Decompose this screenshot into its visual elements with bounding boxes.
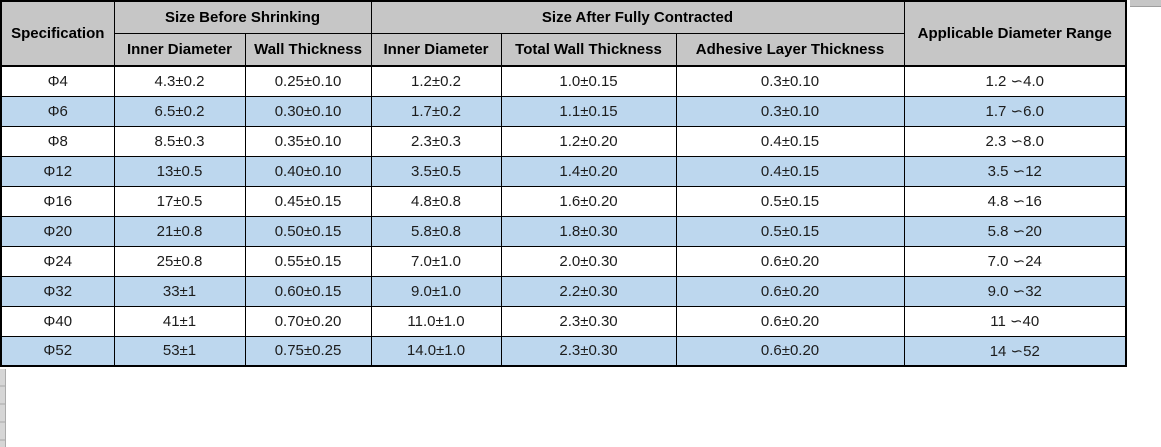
table-cell[interactable]: 1.2±0.20 — [500, 125, 677, 157]
table-cell[interactable]: 1.7±0.2 — [370, 95, 502, 127]
table-cell[interactable]: 5.8 ∽20 — [903, 215, 1127, 247]
table-row: Φ52 53±1 0.75±0.25 14.0±1.0 2.3±0.30 0.6… — [0, 335, 1127, 367]
header-inner-diameter-after[interactable]: Inner Diameter — [370, 32, 502, 67]
table-cell[interactable]: 21±0.8 — [113, 215, 246, 247]
table-cell[interactable]: 1.2±0.2 — [370, 65, 502, 97]
table-cell[interactable]: 17±0.5 — [113, 185, 246, 217]
spec-cell[interactable]: Φ6 — [0, 95, 115, 127]
table-cell[interactable]: 0.60±0.15 — [244, 275, 372, 307]
sheet-edge-strip-top-right — [1130, 0, 1161, 7]
spec-cell[interactable]: Φ52 — [0, 335, 115, 367]
table-cell[interactable]: 4.8 ∽16 — [903, 185, 1127, 217]
table-cell[interactable]: 0.6±0.20 — [675, 275, 905, 307]
table-cell[interactable]: 1.7 ∽6.0 — [903, 95, 1127, 127]
table-cell[interactable]: 0.30±0.10 — [244, 95, 372, 127]
table-cell[interactable]: 11.0±1.0 — [370, 305, 502, 337]
table-cell[interactable]: 6.5±0.2 — [113, 95, 246, 127]
table-cell[interactable]: 2.2±0.30 — [500, 275, 677, 307]
table-row: Φ32 33±1 0.60±0.15 9.0±1.0 2.2±0.30 0.6±… — [0, 275, 1127, 307]
spec-cell[interactable]: Φ16 — [0, 185, 115, 217]
table-cell[interactable]: 4.8±0.8 — [370, 185, 502, 217]
table-cell[interactable]: 3.5 ∽12 — [903, 155, 1127, 187]
table-cell[interactable]: 0.35±0.10 — [244, 125, 372, 157]
table-cell[interactable]: 2.0±0.30 — [500, 245, 677, 277]
table-row: Φ16 17±0.5 0.45±0.15 4.8±0.8 1.6±0.20 0.… — [0, 185, 1127, 217]
table-cell[interactable]: 14.0±1.0 — [370, 335, 502, 367]
header-applicable-diameter-range[interactable]: Applicable Diameter Range — [903, 0, 1127, 67]
header-inner-diameter-before[interactable]: Inner Diameter — [113, 32, 246, 67]
table-cell[interactable]: 1.0±0.15 — [500, 65, 677, 97]
table-cell[interactable]: 13±0.5 — [113, 155, 246, 187]
table-cell[interactable]: 5.8±0.8 — [370, 215, 502, 247]
table-cell[interactable]: 1.6±0.20 — [500, 185, 677, 217]
spec-cell[interactable]: Φ40 — [0, 305, 115, 337]
table-cell[interactable]: 41±1 — [113, 305, 246, 337]
table-cell[interactable]: 0.6±0.20 — [675, 335, 905, 367]
spec-cell[interactable]: Φ24 — [0, 245, 115, 277]
table-cell[interactable]: 11 ∽40 — [903, 305, 1127, 337]
table-cell[interactable]: 0.3±0.10 — [675, 95, 905, 127]
table-cell[interactable]: 8.5±0.3 — [113, 125, 246, 157]
table-row: Φ6 6.5±0.2 0.30±0.10 1.7±0.2 1.1±0.15 0.… — [0, 95, 1127, 127]
table-cell[interactable]: 2.3±0.3 — [370, 125, 502, 157]
table-cell[interactable]: 3.5±0.5 — [370, 155, 502, 187]
table-cell[interactable]: 0.4±0.15 — [675, 125, 905, 157]
header-total-wall-thickness[interactable]: Total Wall Thickness — [500, 32, 677, 67]
table-cell[interactable]: 0.6±0.20 — [675, 245, 905, 277]
table-row: Φ20 21±0.8 0.50±0.15 5.8±0.8 1.8±0.30 0.… — [0, 215, 1127, 247]
table-cell[interactable]: 7.0±1.0 — [370, 245, 502, 277]
table-cell[interactable]: 0.5±0.15 — [675, 185, 905, 217]
table-row: Φ40 41±1 0.70±0.20 11.0±1.0 2.3±0.30 0.6… — [0, 305, 1127, 337]
table-cell[interactable]: 2.3±0.30 — [500, 335, 677, 367]
table-cell[interactable]: 0.6±0.20 — [675, 305, 905, 337]
table-cell[interactable]: 4.3±0.2 — [113, 65, 246, 97]
table-cell[interactable]: 14 ∽52 — [903, 335, 1127, 367]
spec-cell[interactable]: Φ4 — [0, 65, 115, 97]
header-adhesive-layer-thickness[interactable]: Adhesive Layer Thickness — [675, 32, 905, 67]
table-row: Φ8 8.5±0.3 0.35±0.10 2.3±0.3 1.2±0.20 0.… — [0, 125, 1127, 157]
table-cell[interactable]: 1.8±0.30 — [500, 215, 677, 247]
table-cell[interactable]: 1.2 ∽4.0 — [903, 65, 1127, 97]
header-group-size-before-shrinking[interactable]: Size Before Shrinking — [113, 0, 372, 34]
header-wall-thickness-before[interactable]: Wall Thickness — [244, 32, 372, 67]
spec-cell[interactable]: Φ12 — [0, 155, 115, 187]
table-cell[interactable]: 0.3±0.10 — [675, 65, 905, 97]
table-cell[interactable]: 0.45±0.15 — [244, 185, 372, 217]
table-cell[interactable]: 0.70±0.20 — [244, 305, 372, 337]
table-cell[interactable]: 2.3±0.30 — [500, 305, 677, 337]
header-row-subcolumns: Inner Diameter Wall Thickness Inner Diam… — [1, 32, 1126, 67]
table-cell[interactable]: 0.40±0.10 — [244, 155, 372, 187]
table-cell[interactable]: 7.0 ∽24 — [903, 245, 1127, 277]
table-row: Φ24 25±0.8 0.55±0.15 7.0±1.0 2.0±0.30 0.… — [0, 245, 1127, 277]
table-cell[interactable]: 33±1 — [113, 275, 246, 307]
table-cell[interactable]: 2.3 ∽8.0 — [903, 125, 1127, 157]
table-cell[interactable]: 0.5±0.15 — [675, 215, 905, 247]
table-cell[interactable]: 0.25±0.10 — [244, 65, 372, 97]
table-cell[interactable]: 53±1 — [113, 335, 246, 367]
table-row: Φ4 4.3±0.2 0.25±0.10 1.2±0.2 1.0±0.15 0.… — [0, 65, 1127, 97]
table-cell[interactable]: 0.75±0.25 — [244, 335, 372, 367]
spec-cell[interactable]: Φ8 — [0, 125, 115, 157]
table-cell[interactable]: 0.55±0.15 — [244, 245, 372, 277]
table-cell[interactable]: 25±0.8 — [113, 245, 246, 277]
spec-cell[interactable]: Φ20 — [0, 215, 115, 247]
spec-table: Specification Size Before Shrinking Size… — [0, 0, 1127, 367]
header-row-groups: Specification Size Before Shrinking Size… — [0, 0, 1127, 67]
table-cell[interactable]: 9.0 ∽32 — [903, 275, 1127, 307]
table-row: Φ12 13±0.5 0.40±0.10 3.5±0.5 1.4±0.20 0.… — [0, 155, 1127, 187]
sheet-edge-strip-left — [0, 369, 6, 447]
table-cell[interactable]: 9.0±1.0 — [370, 275, 502, 307]
table-cell[interactable]: 0.4±0.15 — [675, 155, 905, 187]
table-cell[interactable]: 1.4±0.20 — [500, 155, 677, 187]
header-group-size-after-fully-contracted[interactable]: Size After Fully Contracted — [370, 0, 905, 34]
spec-cell[interactable]: Φ32 — [0, 275, 115, 307]
header-specification[interactable]: Specification — [0, 0, 115, 67]
table-cell[interactable]: 1.1±0.15 — [500, 95, 677, 127]
table-cell[interactable]: 0.50±0.15 — [244, 215, 372, 247]
